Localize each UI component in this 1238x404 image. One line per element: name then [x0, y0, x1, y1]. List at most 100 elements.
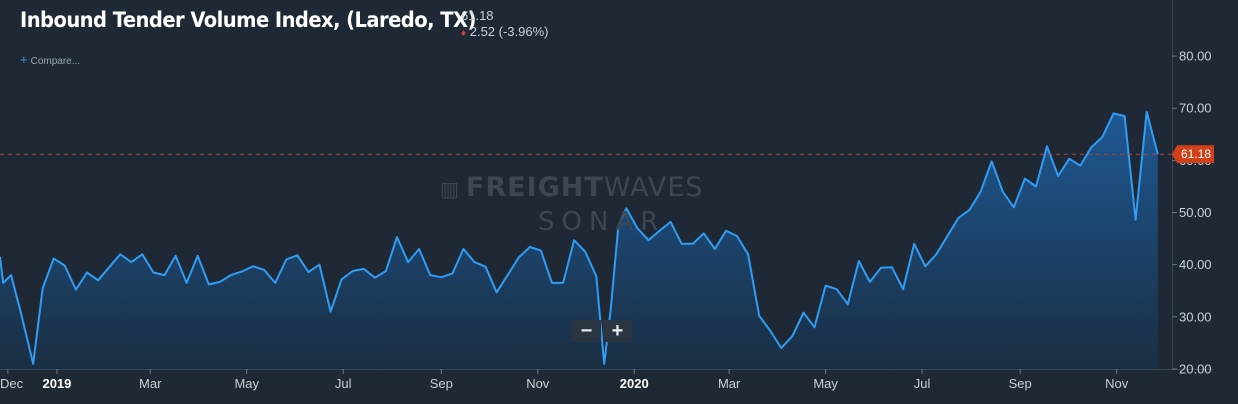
- data-point: [98, 280, 99, 281]
- data-point: [507, 275, 508, 276]
- data-point: [947, 236, 948, 237]
- data-point: [408, 262, 409, 263]
- data-point: [881, 267, 882, 268]
- plot-area: [0, 110, 1159, 370]
- data-point: [1069, 158, 1070, 159]
- data-point: [42, 288, 43, 289]
- data-point: [164, 275, 165, 276]
- x-tick-label: May: [813, 376, 838, 391]
- data-point: [319, 264, 320, 265]
- zoom-out-button[interactable]: −: [572, 320, 601, 342]
- data-point: [585, 251, 586, 252]
- data-point: [869, 281, 870, 282]
- data-point: [618, 225, 619, 226]
- series-area-fill: [0, 111, 1158, 370]
- data-point: [914, 243, 915, 244]
- data-point: [858, 261, 859, 262]
- x-tick-label: Mar: [139, 376, 162, 391]
- data-point: [518, 257, 519, 258]
- x-tick-label: May: [234, 376, 259, 391]
- data-point: [153, 272, 154, 273]
- data-point: [341, 279, 342, 280]
- data-point: [474, 262, 475, 263]
- x-tick-label: Sep: [430, 376, 453, 391]
- data-point: [496, 292, 497, 293]
- price-change: ♦ 2.52 (-3.96%): [461, 24, 549, 42]
- data-point: [781, 348, 782, 349]
- data-point: [120, 254, 121, 255]
- y-tick-label: 80.00: [1179, 49, 1212, 64]
- x-tick-label: Nov: [1105, 376, 1129, 391]
- data-point: [219, 281, 220, 282]
- data-point: [604, 363, 605, 364]
- compare-button[interactable]: + Compare...: [20, 52, 80, 67]
- data-point: [1047, 146, 1048, 147]
- data-point: [814, 327, 815, 328]
- x-tick-label: Mar: [718, 376, 741, 391]
- data-point: [131, 262, 132, 263]
- zoom-in-button[interactable]: +: [603, 320, 632, 342]
- y-tick-label: 30.00: [1179, 309, 1212, 324]
- data-point: [352, 271, 353, 272]
- data-point: [958, 217, 959, 218]
- data-point: [1024, 178, 1025, 179]
- data-point: [1146, 111, 1147, 112]
- data-point: [20, 311, 21, 312]
- data-point: [297, 255, 298, 256]
- data-point: [385, 271, 386, 272]
- data-point: [230, 275, 231, 276]
- data-point: [419, 249, 420, 250]
- data-point: [1135, 219, 1136, 220]
- data-point: [626, 208, 627, 209]
- data-point: [925, 266, 926, 267]
- data-point: [1124, 116, 1125, 117]
- data-point: [253, 266, 254, 267]
- data-point: [529, 247, 530, 248]
- y-tick-label: 50.00: [1179, 205, 1212, 220]
- data-point: [540, 250, 541, 251]
- data-point: [64, 265, 65, 266]
- data-point: [552, 282, 553, 283]
- data-point: [692, 243, 693, 244]
- data-point: [485, 266, 486, 267]
- data-point: [330, 311, 331, 312]
- data-point: [1091, 147, 1092, 148]
- series-line: [0, 110, 1159, 365]
- y-tick-label: 40.00: [1179, 257, 1212, 272]
- data-point: [242, 271, 243, 272]
- data-point: [903, 289, 904, 290]
- data-point: [703, 233, 704, 234]
- x-tick-label: Jul: [914, 376, 931, 391]
- data-point: [748, 254, 749, 255]
- data-point: [1013, 207, 1014, 208]
- data-point: [659, 230, 660, 231]
- data-point: [109, 267, 110, 268]
- data-point: [714, 249, 715, 250]
- data-point: [847, 304, 848, 305]
- data-point: [264, 269, 265, 270]
- data-point: [1157, 154, 1158, 155]
- data-point: [208, 284, 209, 285]
- data-point: [197, 255, 198, 256]
- data-point: [574, 240, 575, 241]
- data-point: [397, 237, 398, 238]
- data-point: [1113, 113, 1114, 114]
- data-point: [452, 273, 453, 274]
- data-point: [936, 254, 937, 255]
- data-point: [175, 255, 176, 256]
- x-tick-label: Jul: [335, 376, 352, 391]
- data-point: [563, 282, 564, 283]
- data-point: [363, 268, 364, 269]
- data-point: [286, 259, 287, 260]
- data-point: [836, 289, 837, 290]
- data-point: [803, 312, 804, 313]
- data-point: [1102, 136, 1103, 137]
- y-tick-label: 20.00: [1179, 362, 1212, 377]
- data-point: [980, 191, 981, 192]
- last-price-tag: 61.18: [1172, 145, 1214, 164]
- data-point: [53, 258, 54, 259]
- data-point: [87, 272, 88, 273]
- quote-block: 61.18 ♦ 2.52 (-3.96%): [461, 8, 549, 42]
